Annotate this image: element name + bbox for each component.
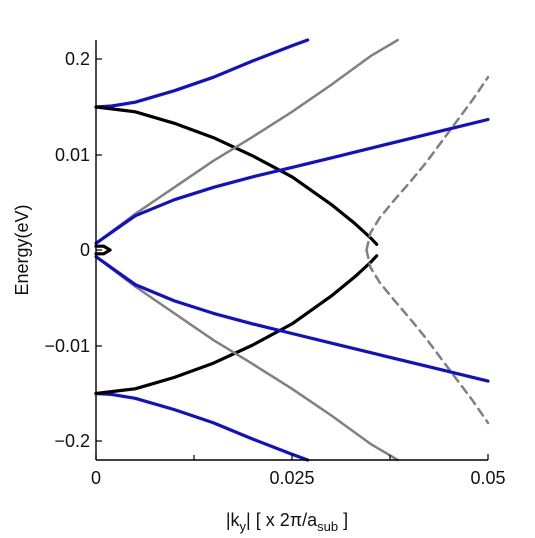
x-tick-label: 0.05: [470, 468, 505, 488]
x-axis-label: |ky| [ x 2π/asub ]: [226, 510, 348, 534]
y-tick-label: −0.2: [54, 431, 90, 451]
series-line-gray-7: [365, 75, 490, 252]
plot-area: [96, 40, 488, 460]
y-tick-label: 0.2: [65, 49, 90, 69]
series-line-gray-5: [94, 38, 400, 245]
y-tick-label: 0.01: [55, 145, 90, 165]
series-line-gray-6: [94, 255, 400, 462]
axes-layer: 0.20.010−0.01−0.20 0.025 0.05: [44, 40, 506, 488]
series-line-blue-0: [94, 38, 310, 109]
series-line-blue-9: [94, 117, 490, 245]
series-layer: [94, 38, 490, 462]
series-line-black-4: [94, 244, 112, 256]
series-line-blue-1: [94, 391, 310, 462]
series-line-black-3: [94, 254, 379, 396]
series-line-gray-8: [365, 248, 490, 425]
y-tick-label: 0: [80, 240, 90, 260]
series-line-black-2: [94, 105, 379, 246]
series-line-blue-10: [94, 255, 490, 383]
y-tick-label: −0.01: [44, 336, 90, 356]
x-tick-label: 0.025: [269, 468, 314, 488]
x-tick-label: 0: [91, 468, 101, 488]
y-axis-label: Energy(eV): [12, 204, 32, 295]
